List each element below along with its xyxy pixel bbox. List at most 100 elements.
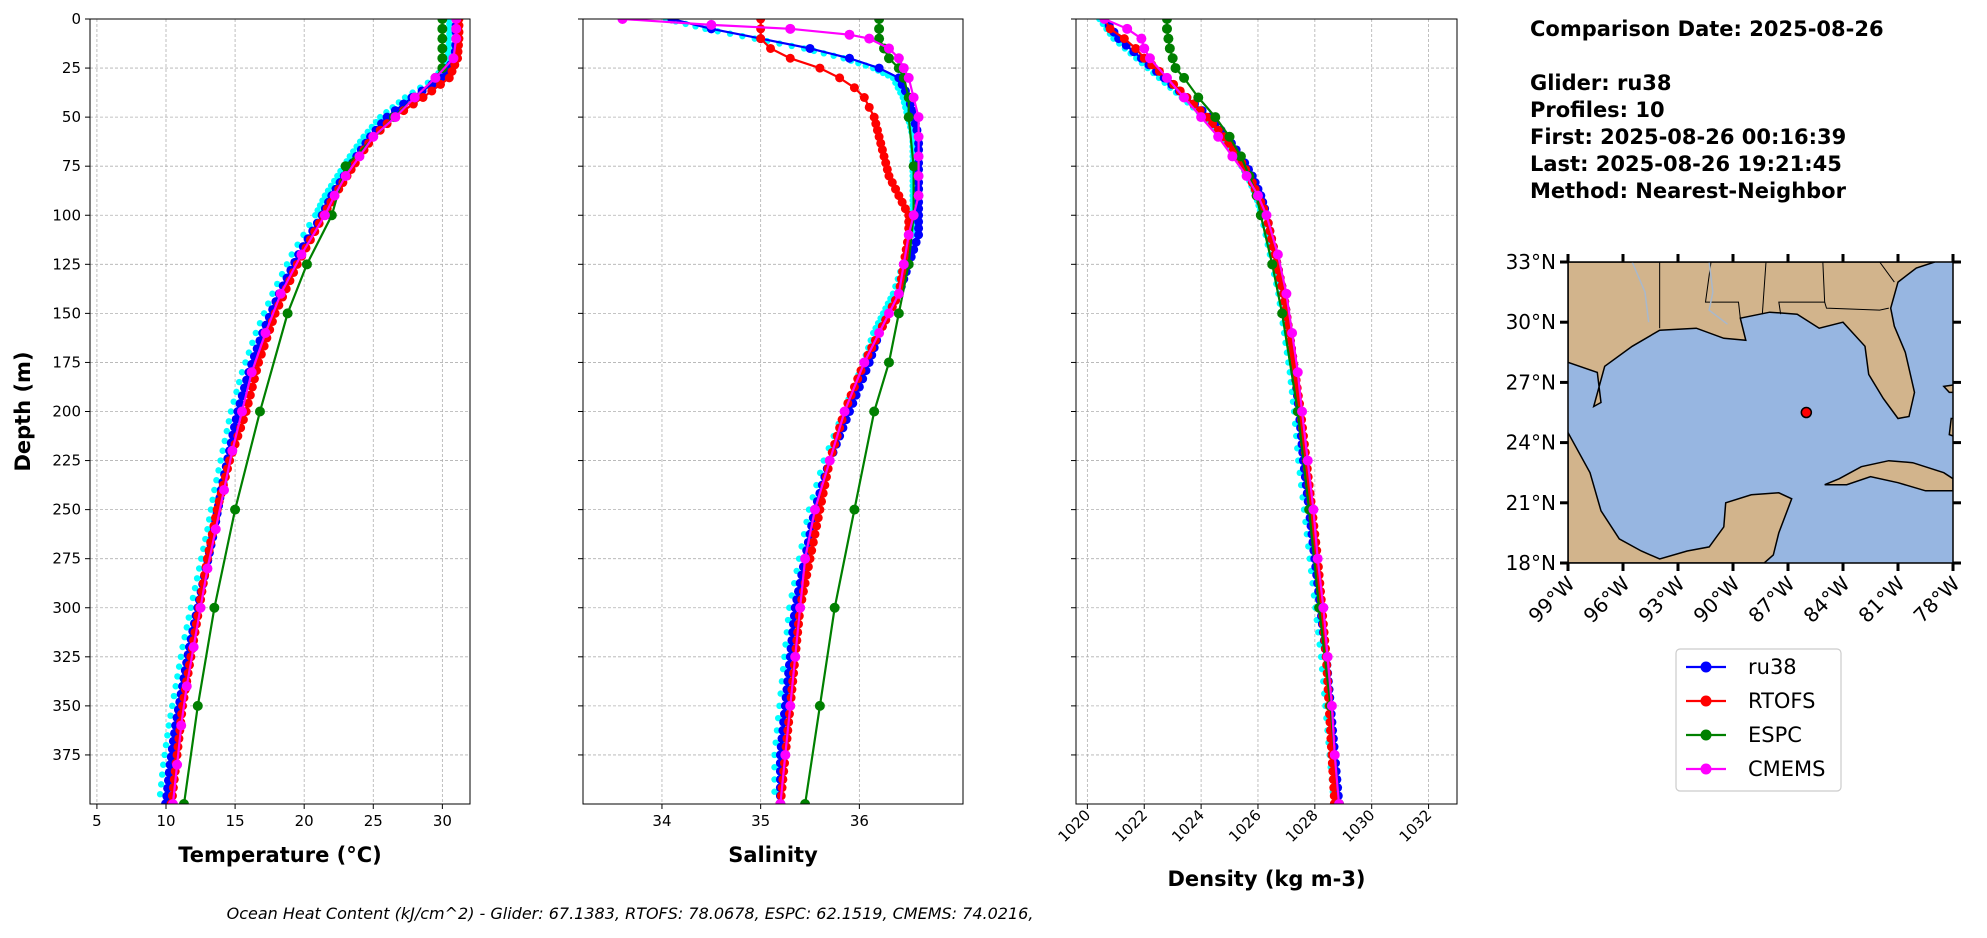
scatter-point [170, 692, 178, 700]
series-point-cmems [913, 131, 924, 142]
scatter-point [283, 261, 291, 268]
scatter-point [159, 771, 166, 778]
series-point-cmems [237, 406, 247, 417]
map-frame [1567, 261, 1954, 564]
scatter-point [175, 663, 183, 670]
series-point-cmems [1312, 553, 1323, 564]
scatter-point [771, 751, 778, 759]
series-point-cmems [785, 700, 796, 711]
series-point-rtofs [803, 562, 813, 572]
series-point-cmems [451, 19, 462, 24]
series-point-rtofs [810, 529, 820, 539]
scatter-point [771, 764, 778, 771]
y-tick-label: 325 [52, 648, 81, 666]
series-point-rtofs [399, 106, 409, 116]
series-point-espc [437, 19, 448, 24]
series-point-cmems [227, 445, 238, 456]
map-lon-label: 84°W [1799, 571, 1855, 627]
series-point-espc [192, 700, 203, 711]
series-point-espc [1164, 43, 1175, 54]
map-river [1708, 262, 1728, 325]
series-point-cmems [1302, 455, 1313, 466]
series-point-cmems [1272, 249, 1283, 260]
series-point-rtofs [756, 24, 766, 34]
scatter-point [813, 481, 820, 489]
scatter-point [781, 653, 788, 661]
series-point-espc [883, 357, 894, 368]
series-point-espc [282, 308, 293, 319]
scatter-point [215, 467, 222, 474]
scatter-point [223, 427, 230, 435]
series-point-cmems [839, 406, 850, 417]
scatter-point [779, 665, 787, 673]
scatter-point [319, 197, 326, 204]
panel-1: 0 25 50 75 100 125 150 175 200 225 250 275 300 325 350… [11, 10, 471, 867]
y-tick-label: 150 [52, 304, 81, 322]
scatter-point [360, 133, 367, 140]
series-point-espc [230, 504, 241, 515]
scatter-point [174, 673, 181, 680]
y-tick-label: 225 [52, 452, 81, 470]
scatter-point [198, 555, 205, 562]
info-line: Method: Nearest-Neighbor [1530, 179, 1847, 203]
scatter-point [165, 722, 172, 729]
series-point-ru38 [844, 53, 854, 63]
scatter-point [376, 113, 384, 121]
series-point-espc [849, 504, 860, 515]
series-point-espc [1179, 72, 1190, 83]
scatter-point [782, 641, 789, 648]
x-tick-label: 5 [92, 812, 102, 830]
series-point-rtofs [756, 19, 766, 24]
scatter-point [800, 530, 808, 538]
series-point-cmems [1196, 112, 1207, 123]
series-point-ru38 [382, 112, 392, 122]
info-line: Last: 2025-08-26 19:21:45 [1530, 152, 1842, 176]
series-point-cmems [167, 799, 178, 804]
series-point-rtofs [756, 34, 766, 44]
series-point-cmems [809, 504, 820, 515]
y-tick-label: 0 [71, 10, 81, 28]
series-point-espc [903, 112, 914, 123]
scatter-point [225, 418, 233, 425]
x-tick-label: 34 [652, 812, 671, 830]
series-point-cmems [340, 171, 351, 181]
scatter-point [778, 678, 786, 685]
scatter-point [185, 614, 192, 621]
legend-box [1675, 648, 1842, 792]
scatter-point [219, 447, 226, 454]
series-point-espc [1277, 308, 1288, 319]
series-point-espc [437, 53, 448, 64]
map-border [1761, 262, 1767, 315]
map-border [1824, 301, 1889, 311]
map-lat-label: 27°N [1506, 370, 1556, 394]
series-point-espc [301, 259, 312, 270]
y-tick-label: 300 [52, 599, 81, 617]
series-point-espc [874, 19, 885, 24]
series-point-rtofs [1320, 644, 1330, 654]
series-point-rtofs [1131, 43, 1141, 53]
scatter-point [791, 580, 798, 587]
series-point-rtofs [1119, 34, 1129, 44]
series-point-cmems [319, 210, 330, 221]
scatter-point [183, 624, 190, 631]
scatter-point [252, 329, 260, 337]
series-point-cmems [430, 72, 441, 83]
legend-label: ru38 [1748, 655, 1797, 679]
series-point-rtofs [436, 79, 446, 89]
map-lon-label: 81°W [1854, 571, 1910, 627]
x-tick-label: 20 [295, 812, 314, 830]
series-point-espc [1193, 92, 1204, 103]
scatter-point [446, 25, 453, 33]
scatter-point [776, 702, 783, 710]
scatter-point [312, 212, 319, 219]
series-point-cmems [1318, 602, 1329, 613]
series-point-cmems [296, 249, 307, 260]
series-point-rtofs [1329, 791, 1339, 801]
map-river [1631, 262, 1650, 323]
y-tick-label: 25 [62, 59, 81, 77]
series-point-cmems [1329, 749, 1340, 760]
scatter-point [772, 739, 779, 746]
map-lat-label: 21°N [1506, 491, 1556, 515]
series-point-cmems [260, 328, 271, 338]
map-lon-label: 99°W [1524, 571, 1580, 627]
